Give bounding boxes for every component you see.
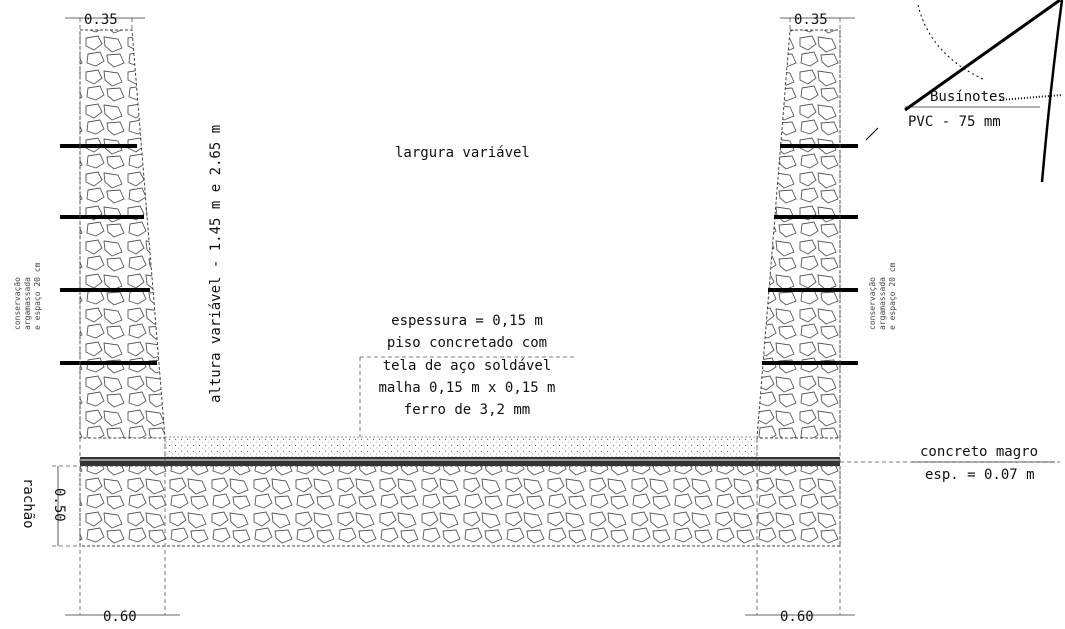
slab-spec-block: espessura = 0,15 m piso concretado com t… xyxy=(378,313,555,418)
side-note-left-line-3: e espaço 20 cm xyxy=(33,262,42,330)
dim-base-left: 0.60 xyxy=(103,609,137,625)
side-note-left-line-2: argamassada xyxy=(23,277,32,330)
drain-pipes-right xyxy=(762,144,858,365)
side-note-right-line-3: e espaço 20 cm xyxy=(888,262,897,330)
slab-spec-line-2: piso concretado com xyxy=(387,335,547,351)
concrete-slab xyxy=(164,436,758,458)
label-rachao: rachão xyxy=(20,478,36,529)
label-buzinotes: Busínotes xyxy=(930,89,1006,105)
dim-wall-top-left: 0.35 xyxy=(84,12,118,28)
slab-spec-line-4: malha 0,15 m x 0,15 m xyxy=(378,380,555,396)
right-wall xyxy=(756,29,841,439)
label-concreto-magro: concreto magro xyxy=(920,444,1038,460)
hand-sketch-annotation xyxy=(865,0,1064,183)
side-note-right: conservação argamassada e espaço 20 cm xyxy=(868,262,897,330)
slab-spec-line-3: tela de aço soldável xyxy=(383,358,552,374)
label-pvc: PVC - 75 mm xyxy=(908,114,1001,130)
drain-pipes-left xyxy=(60,144,157,365)
side-note-right-line-1: conservação xyxy=(868,277,877,330)
concreto-magro-layer xyxy=(80,457,840,466)
dim-wall-top-right: 0.35 xyxy=(794,12,828,28)
label-concreto-esp: esp. = 0.07 m xyxy=(925,467,1035,483)
rachao-base xyxy=(79,465,841,547)
label-largura: largura variável xyxy=(395,145,530,161)
side-note-left: conservação argamassada e espaço 20 cm xyxy=(13,262,42,330)
dim-rachao-thickness: 0.50 xyxy=(51,488,67,522)
left-wall xyxy=(79,29,166,439)
label-altura: altura variável - 1.45 m e 2.65 m xyxy=(208,125,224,403)
slab-spec-line-5: ferro de 3,2 mm xyxy=(404,402,530,418)
dim-base-right: 0.60 xyxy=(780,609,814,625)
side-note-left-line-1: conservação xyxy=(13,277,22,330)
slab-spec-line-1: espessura = 0,15 m xyxy=(391,313,543,329)
side-note-right-line-2: argamassada xyxy=(878,277,887,330)
